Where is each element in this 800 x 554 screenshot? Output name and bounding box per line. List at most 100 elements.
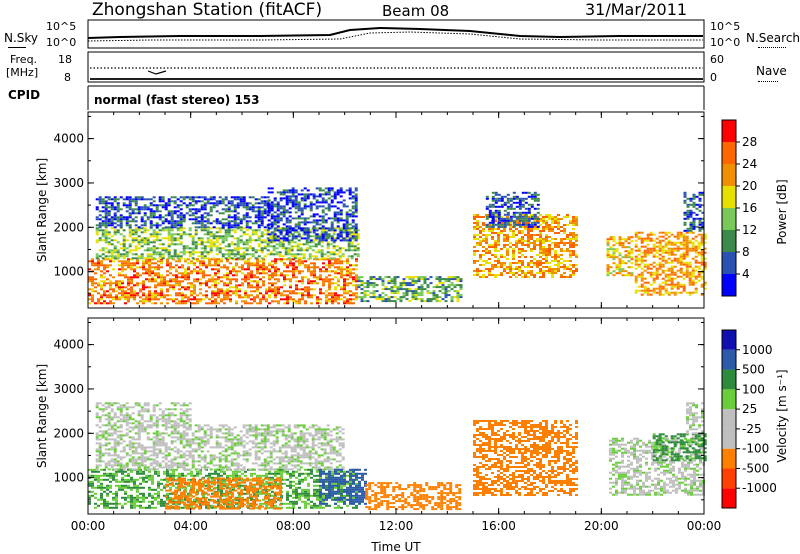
heatmap-cell: [303, 187, 307, 190]
heatmap-cell: [236, 239, 240, 242]
heatmap-cell: [518, 238, 521, 240]
heatmap-cell: [340, 288, 343, 291]
heatmap-cell: [238, 270, 241, 273]
heatmap-cell: [670, 291, 674, 294]
heatmap-cell: [667, 277, 671, 280]
heatmap-cell: [282, 223, 286, 226]
heatmap-cell: [459, 288, 463, 291]
heatmap-cell: [300, 221, 304, 224]
heatmap-cell: [548, 262, 551, 264]
heatmap-cell: [325, 268, 328, 271]
heatmap-cell: [300, 217, 304, 220]
heatmap-cell: [169, 266, 172, 269]
heatmap-cell: [291, 237, 295, 240]
heatmap-cell: [527, 203, 531, 206]
heatmap-cell: [551, 226, 554, 228]
heatmap-cell: [281, 247, 285, 250]
heatmap-cell: [327, 203, 331, 206]
heatmap-cell: [685, 251, 689, 254]
heatmap-cell: [242, 231, 246, 234]
heatmap-cell: [247, 258, 250, 261]
heatmap-cell: [664, 259, 668, 262]
heatmap-cell: [280, 272, 283, 275]
heatmap-cell: [158, 214, 162, 217]
heatmap-cell: [627, 254, 631, 257]
heatmap-cell: [115, 484, 118, 487]
heatmap-cell: [230, 224, 234, 227]
heatmap-cell: [214, 280, 217, 283]
heatmap-cell: [130, 504, 133, 507]
heatmap-cell: [152, 224, 156, 227]
heatmap-cell: [95, 239, 99, 242]
heatmap-cell: [142, 472, 145, 475]
heatmap-cell: [683, 201, 687, 204]
heatmap-cell: [145, 260, 148, 263]
heatmap-cell: [482, 234, 485, 236]
heatmap-cell: [203, 208, 207, 211]
heatmap-cell: [533, 228, 536, 230]
heatmap-cell: [288, 227, 292, 230]
heatmap-cell: [166, 474, 169, 477]
heatmap-cell: [125, 251, 129, 254]
heatmap-cell: [363, 300, 367, 303]
heatmap-cell: [88, 484, 91, 487]
heatmap-cell: [326, 245, 330, 248]
heatmap-cell: [145, 268, 148, 271]
heatmap-cell: [220, 260, 223, 263]
heatmap-cell: [521, 270, 524, 272]
heatmap-cell: [545, 222, 548, 224]
heatmap-cell: [173, 200, 177, 203]
heatmap-cell: [524, 222, 527, 224]
heatmap-cell: [242, 243, 246, 246]
heatmap-cell: [515, 228, 518, 230]
heatmap-cell: [337, 268, 340, 271]
heatmap-cell: [274, 292, 277, 295]
heatmap-cell: [494, 254, 497, 256]
heatmap-cell: [682, 243, 686, 246]
heatmap-cell: [253, 280, 256, 283]
heatmap-cell: [217, 302, 220, 305]
heatmap-cell: [263, 208, 267, 211]
heatmap-cell: [220, 258, 223, 261]
heatmap-cell: [438, 286, 442, 289]
heatmap-cell: [355, 274, 358, 277]
heatmap-cell: [551, 242, 554, 244]
heatmap-cell: [473, 262, 476, 264]
heatmap-cell: [137, 226, 141, 229]
heatmap-cell: [127, 276, 130, 279]
heatmap-cell: [521, 250, 524, 252]
heatmap-cell: [133, 284, 136, 287]
heatmap-cell: [318, 195, 322, 198]
heatmap-cell: [203, 255, 207, 258]
heatmap-cell: [94, 476, 97, 479]
heatmap-cell: [554, 254, 557, 256]
heatmap-cell: [634, 249, 638, 252]
heatmap-cell: [304, 260, 307, 263]
heatmap-cell: [646, 265, 650, 268]
heatmap-cell: [294, 207, 298, 210]
heatmap-cell: [266, 253, 270, 256]
heatmap-cell: [104, 208, 108, 211]
heatmap-cell: [530, 250, 533, 252]
heatmap-cell: [488, 268, 491, 270]
heatmap-cell: [122, 245, 126, 248]
heatmap-cell: [137, 243, 141, 246]
heatmap-cell: [173, 202, 177, 205]
heatmap-cell: [199, 272, 202, 275]
heatmap-cell: [187, 266, 190, 269]
heatmap-cell: [682, 245, 686, 248]
heatmap-cell: [351, 225, 355, 228]
heatmap-cell: [287, 257, 291, 260]
heatmap-cell: [309, 193, 313, 196]
heatmap-cell: [524, 219, 528, 222]
heatmap-cell: [280, 286, 283, 289]
heatmap-cell: [652, 271, 656, 274]
heatmap-cell: [444, 294, 448, 297]
heatmap-cell: [482, 260, 485, 262]
heatmap-cell: [289, 292, 292, 295]
heatmap-cell: [685, 231, 689, 234]
heatmap-cell: [131, 200, 135, 203]
heatmap-cell: [187, 472, 190, 475]
heatmap-cell: [217, 258, 220, 261]
heatmap-cell: [509, 203, 513, 206]
